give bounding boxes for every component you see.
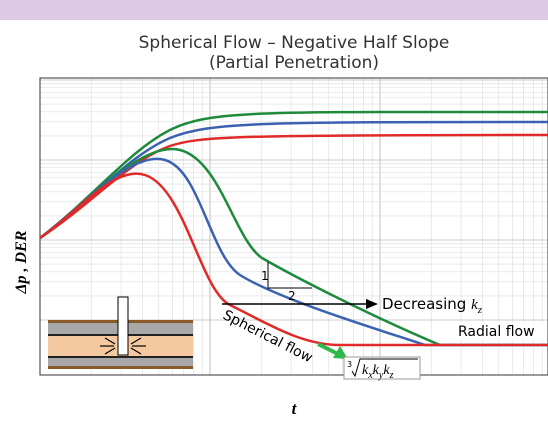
layer-brown-bottom [48, 366, 193, 369]
radial-label: Radial flow [458, 324, 535, 340]
decreasing-text: Decreasing [382, 295, 471, 313]
curves [39, 110, 548, 347]
run-label: 2 [288, 289, 296, 303]
formula-terms: kxkykz [362, 363, 394, 381]
decreasing-symbol: k [471, 297, 478, 313]
flow-arrows [100, 337, 146, 355]
plot-frame [39, 77, 548, 376]
layer-gray-bottom [48, 358, 193, 366]
inset [48, 296, 193, 369]
pressure-red [39, 133, 548, 240]
root-index: 3 [347, 360, 352, 369]
wellbore [117, 296, 129, 356]
formula-subscript: x [367, 370, 373, 381]
radial-bg [455, 322, 545, 340]
decreasing-subscript: z [477, 304, 483, 316]
arrow-head [366, 299, 378, 309]
formula-subscript: y [378, 370, 384, 381]
subtitle: (Partial Penetration) [209, 53, 379, 73]
radical [351, 358, 418, 378]
green-arrow-line [317, 342, 339, 356]
y-axis-label: Δp , DER [13, 230, 30, 294]
derivative-blue [39, 157, 548, 347]
x-axis-label: t [292, 399, 298, 418]
formula-symbol: k [362, 363, 369, 378]
formula-symbol: k [373, 363, 380, 378]
rise-label: 1 [261, 269, 269, 283]
boundary-bottom [48, 356, 193, 358]
decreasing-label: Decreasing kz [382, 295, 483, 316]
pressure-green [39, 110, 548, 239]
formula-symbol: k [383, 363, 390, 378]
derivative-red [39, 172, 548, 347]
top-band [0, 0, 548, 20]
spherical-label: Spherical flow [220, 307, 315, 366]
formula-box [343, 356, 421, 380]
slope-triangle [267, 262, 312, 289]
formula-subscript: z [389, 370, 394, 381]
title: Spherical Flow – Negative Half Slope [139, 33, 450, 53]
green-arrow-head [333, 346, 348, 359]
